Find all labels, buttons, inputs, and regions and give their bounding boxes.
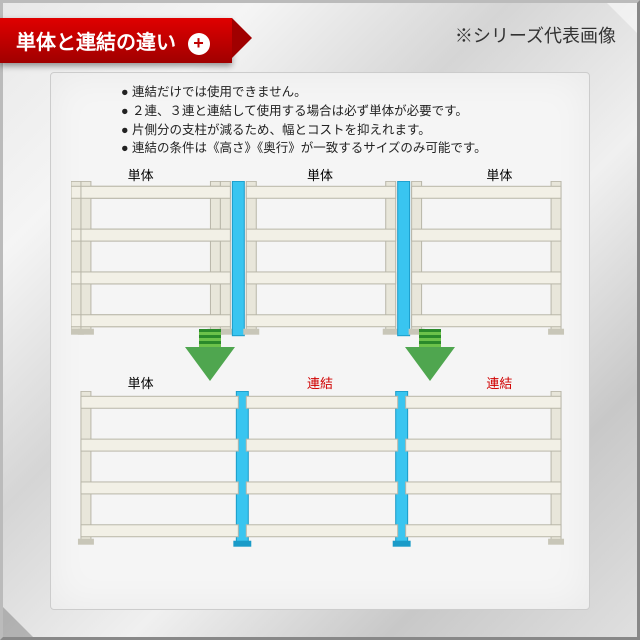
bullet-2: ２連、３連と連結して使用する場合は必ず単体が必要です。	[121, 102, 487, 121]
bullet-3: 片側分の支柱が減るため、幅とコストを抑えれます。	[121, 121, 487, 140]
bullet-list: 連結だけでは使用できません。 ２連、３連と連結して使用する場合は必ず単体が必要で…	[121, 83, 487, 158]
diagram-bottom	[71, 391, 569, 551]
label-b1: 単体	[128, 373, 154, 392]
ribbon-title: 単体と連結の違い	[16, 32, 176, 54]
bullet-4: 連結の条件は《高さ》《奥行》が一致するサイズのみ可能です。	[121, 139, 487, 158]
plus-icon: +	[188, 33, 210, 55]
content-panel: 連結だけでは使用できません。 ２連、３連と連結して使用する場合は必ず単体が必要で…	[50, 72, 590, 610]
labels-bottom: 単体 連結 連結	[51, 373, 589, 392]
corner-shadow-bl	[3, 607, 33, 637]
diagram-top	[71, 181, 569, 341]
series-note: ※シリーズ代表画像	[455, 22, 616, 48]
title-ribbon: 単体と連結の違い +	[0, 18, 232, 63]
shelves-separate-svg	[71, 181, 569, 341]
shelves-joined-svg	[71, 391, 569, 551]
label-b3: 連結	[486, 373, 512, 392]
bullet-1: 連結だけでは使用できません。	[121, 83, 487, 102]
label-b2: 連結	[307, 373, 333, 392]
